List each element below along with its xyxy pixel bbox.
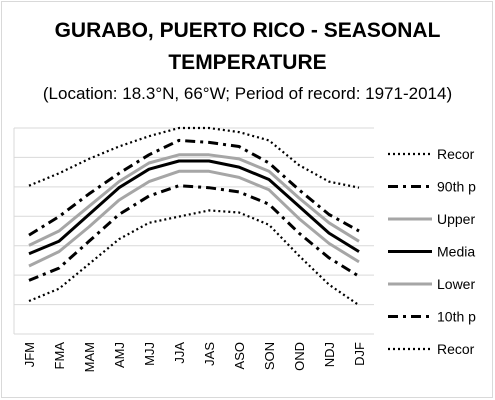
legend-label: Recor: [437, 146, 475, 162]
x-tick-label: AMJ: [112, 342, 127, 368]
series-line-5: [28, 169, 360, 268]
chart-title: GURABO, PUERTO RICO - SEASONAL: [54, 19, 441, 42]
legend-label: Recor: [437, 341, 475, 357]
chart-subtitle: (Location: 18.3°N, 66°W; Period of recor…: [42, 84, 453, 103]
chart-title-line2: TEMPERATURE: [168, 51, 327, 74]
series-line-3: [28, 153, 360, 247]
x-tick-label: NDJ: [322, 342, 337, 367]
x-tick-label: JFM: [22, 342, 37, 367]
x-tick-label: DJF: [352, 342, 367, 366]
legend-label: Lower: [437, 276, 475, 292]
series-line-4: [28, 159, 360, 256]
legend-label: 10th p: [437, 309, 476, 325]
legend-label: Upper: [437, 211, 475, 227]
x-tick-label: ASO: [232, 342, 247, 369]
legend-label: 90th p: [437, 179, 476, 195]
x-tick-label: MJJ: [142, 342, 157, 366]
series-line-7: [28, 209, 360, 307]
x-tick-label: SON: [262, 342, 277, 370]
legend-label: Media: [437, 244, 475, 260]
x-tick-label: MAM: [82, 342, 97, 372]
series-line-2: [28, 138, 360, 237]
x-tick-label: JJA: [172, 342, 187, 364]
x-tick-label: OND: [292, 342, 307, 371]
x-tick-label: FMA: [52, 342, 67, 370]
series-line-1: [28, 126, 360, 189]
x-tick-label: JAS: [202, 342, 217, 366]
